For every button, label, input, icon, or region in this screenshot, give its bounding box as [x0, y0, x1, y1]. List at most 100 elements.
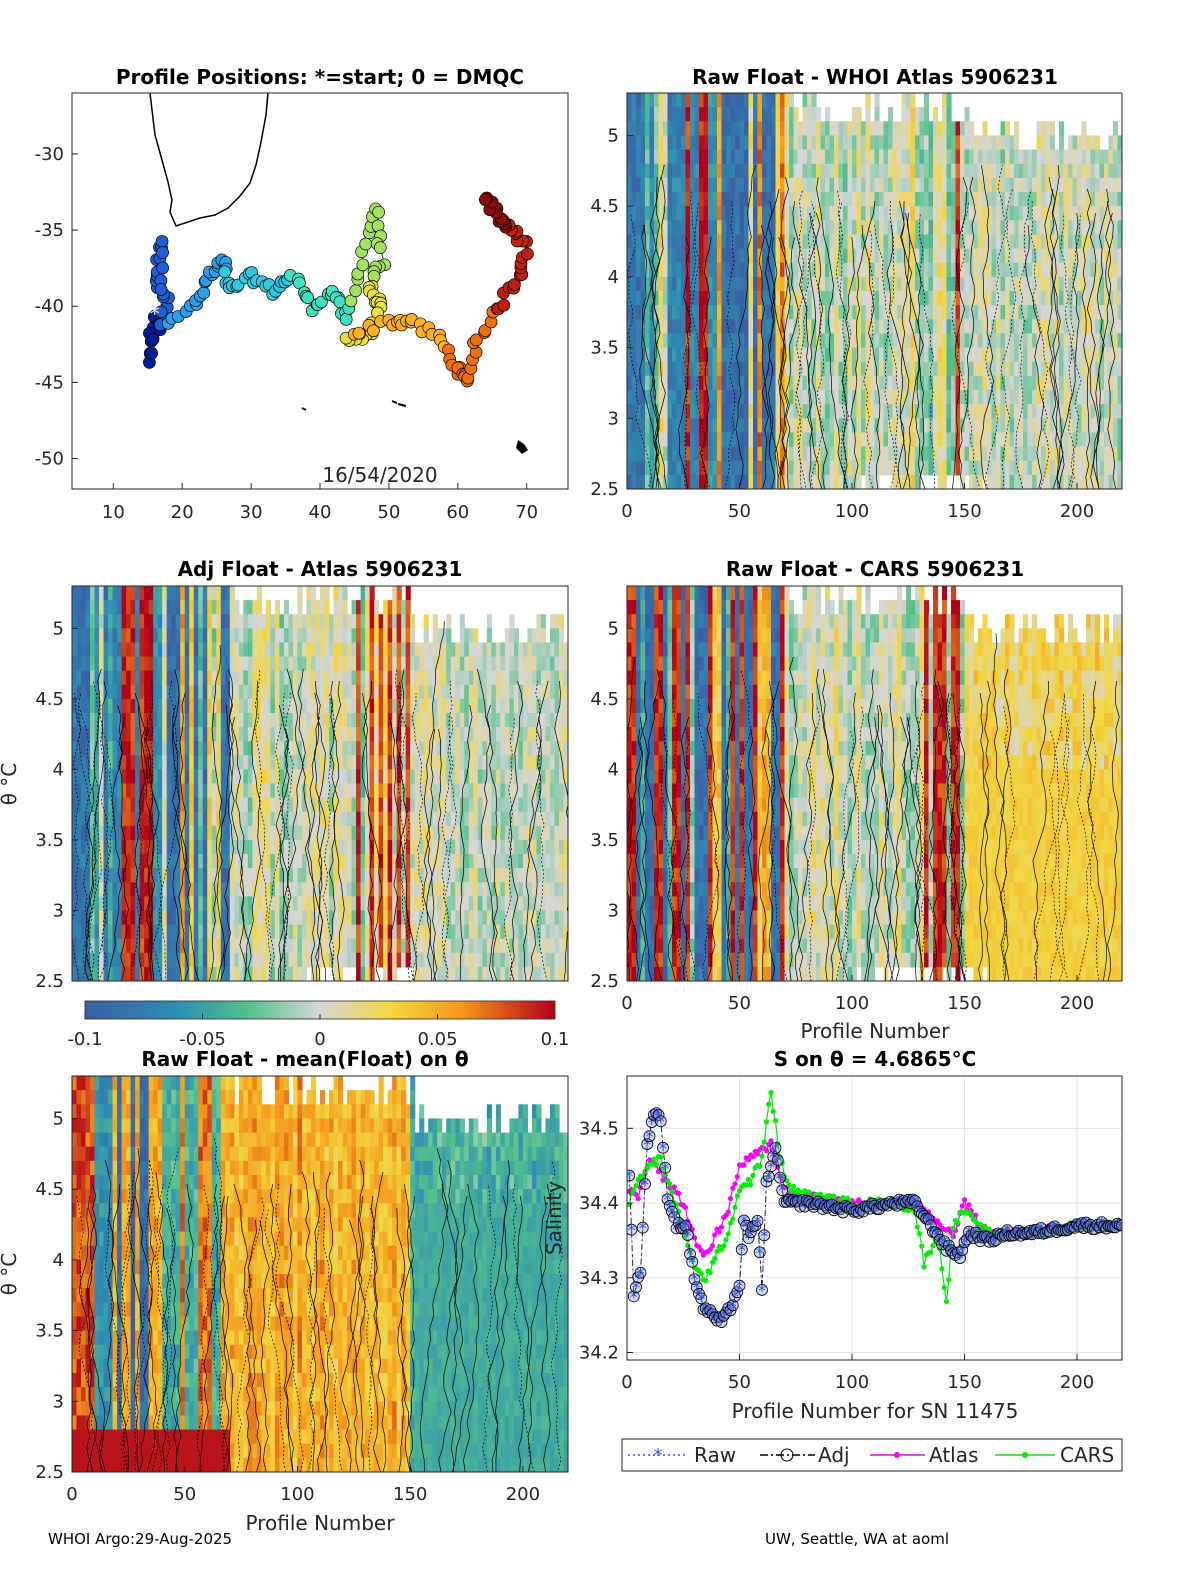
heatmap-cell [825, 319, 831, 335]
heatmap-cell [771, 375, 777, 391]
heatmap-cell [775, 248, 781, 264]
heatmap-cell [969, 375, 975, 391]
heatmap-cell [744, 390, 750, 405]
heatmap-cell [996, 460, 1002, 476]
heatmap-cell [897, 432, 903, 448]
heatmap-cell [1036, 333, 1042, 349]
heatmap-cell [139, 811, 145, 827]
heatmap-cell [901, 404, 907, 419]
heatmap-cell [207, 924, 213, 940]
heatmap-cell [982, 432, 988, 448]
heatmap-cell [1072, 404, 1078, 419]
heatmap-cell [112, 755, 118, 770]
heatmap-cell [834, 474, 840, 489]
heatmap-cell [982, 177, 988, 193]
heatmap-cell [717, 432, 723, 448]
heatmap-cell [996, 446, 1002, 462]
heatmap-cell [342, 839, 348, 855]
heatmap-cell [649, 474, 655, 489]
heatmap-cell [856, 333, 862, 349]
heatmap-cell [676, 262, 682, 278]
x-tick-label: 10 [102, 502, 125, 523]
heatmap-cell [978, 404, 984, 419]
heatmap-cell [991, 446, 997, 462]
heatmap-cell [175, 656, 181, 672]
heatmap-cell [256, 896, 262, 912]
heatmap-cell [126, 628, 132, 644]
heatmap-cell [76, 600, 82, 615]
heatmap-cell [735, 319, 741, 335]
heatmap-cell [996, 305, 1002, 320]
heatmap-cell [802, 220, 808, 236]
heatmap-cell [645, 474, 651, 489]
heatmap-cell [834, 149, 840, 165]
heatmap-cell [712, 333, 718, 349]
heatmap-cell [820, 149, 826, 165]
heatmap-cell [807, 460, 813, 476]
heatmap-cell [1059, 163, 1065, 179]
heatmap-cell [333, 854, 339, 869]
heatmap-cell [292, 924, 299, 940]
heatmap-cell [694, 149, 700, 165]
heatmap-cell [802, 135, 808, 151]
heatmap-cell [135, 966, 141, 981]
heatmap-cell [180, 938, 186, 954]
heatmap-cell [712, 192, 718, 207]
heatmap-cell [640, 291, 646, 306]
heatmap-cell [261, 614, 267, 629]
heatmap-cell [793, 390, 799, 405]
heatmap-cell [879, 135, 885, 151]
heatmap-cell [243, 868, 249, 883]
heatmap-cell [108, 938, 114, 954]
heatmap-cell [888, 276, 894, 292]
heatmap-cell [627, 305, 633, 320]
heatmap-cell [820, 375, 826, 391]
heatmap-cell [627, 446, 633, 462]
heatmap-cell [162, 600, 168, 615]
heatmap-cell [802, 333, 808, 349]
heatmap-cell [329, 642, 335, 658]
heatmap-cell [157, 741, 163, 756]
heatmap-cell [793, 319, 799, 335]
heatmap-cell [721, 206, 727, 221]
heatmap-cell [72, 670, 78, 686]
heatmap-cell [297, 825, 303, 841]
heatmap-cell [171, 642, 177, 658]
heatmap-cell [274, 783, 281, 799]
heatmap-cell [288, 924, 294, 940]
heatmap-cell [288, 741, 294, 756]
heatmap-cell [139, 586, 145, 601]
heatmap-cell [942, 291, 948, 306]
heatmap-cell [1036, 206, 1042, 221]
heatmap-cell [1086, 319, 1092, 335]
heatmap-cell [658, 291, 664, 306]
heatmap-cell [789, 375, 795, 391]
heatmap-cell [739, 347, 745, 363]
heatmap-cell [162, 952, 168, 968]
heatmap-cell [301, 698, 308, 714]
heatmap-cell [338, 938, 344, 954]
heatmap-cell [99, 896, 105, 912]
heatmap-cell [252, 656, 258, 672]
heatmap-cell [229, 868, 235, 883]
heatmap-cell [843, 276, 849, 292]
heatmap-cell [81, 854, 87, 869]
heatmap-cell [85, 698, 91, 714]
heatmap-cell [1005, 262, 1011, 278]
heatmap-cell [739, 220, 745, 236]
heatmap-cell [852, 262, 858, 278]
heatmap-cell [924, 418, 930, 434]
heatmap-cell [739, 390, 745, 405]
heatmap-cell [175, 882, 181, 897]
heatmap-cell [1068, 418, 1074, 434]
heatmap-cell [320, 670, 326, 686]
heatmap-cell [960, 404, 966, 419]
heatmap-cell [834, 291, 840, 306]
heatmap-cell [946, 333, 952, 349]
heatmap-cell [198, 741, 204, 756]
heatmap-cell [703, 375, 709, 391]
heatmap-cell [144, 938, 150, 954]
heatmap-cell [1099, 276, 1105, 292]
heatmap-cell [292, 854, 299, 869]
heatmap-cell [883, 177, 889, 193]
